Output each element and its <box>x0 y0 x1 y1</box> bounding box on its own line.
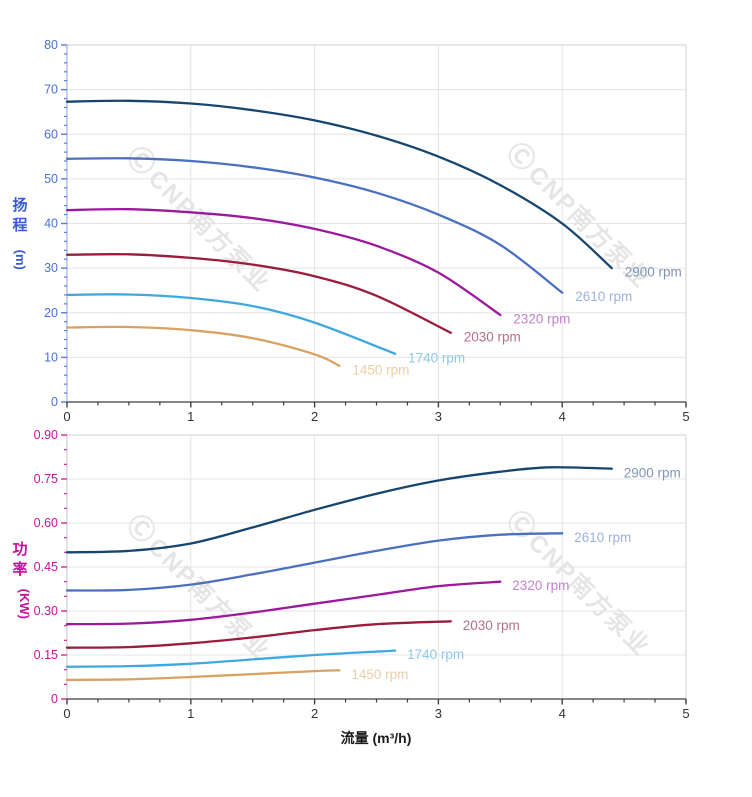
series-path-1740rpm <box>65 649 397 668</box>
x-tick-label: 2 <box>311 409 318 424</box>
series-path-2610rpm <box>65 157 564 294</box>
series-path-2030rpm <box>65 620 452 649</box>
series-path-2320rpm <box>65 580 502 626</box>
series-path-1450rpm <box>65 669 341 682</box>
series-label-2900rpm: 2900 rpm <box>625 265 682 280</box>
series-path-2320rpm <box>65 207 502 317</box>
flow-axis-title: 流量 (m³/h) <box>340 730 412 746</box>
x-tick-label: 4 <box>559 706 566 721</box>
series-label-2030rpm: 2030 rpm <box>464 329 521 344</box>
series-label-2320rpm: 2320 rpm <box>513 312 570 327</box>
x-tick-label: 3 <box>435 409 442 424</box>
y-tick-label: 10 <box>44 350 58 364</box>
y-tick-label: 0.30 <box>34 604 58 618</box>
y-tick-label: 0.90 <box>34 428 58 442</box>
y-tick-label: 50 <box>44 172 58 186</box>
series-label-1450rpm: 1450 rpm <box>352 362 409 377</box>
series-path-1740rpm <box>65 293 397 355</box>
y-tick-label: 0.45 <box>34 560 58 574</box>
series-label-2610rpm: 2610 rpm <box>575 289 632 304</box>
series-path-1450rpm <box>65 325 341 368</box>
x-tick-label: 5 <box>682 706 689 721</box>
chart-pump-power-curve: 0 0.15 0.30 0.45 0.60 0.75 0.90 0 1 2 3 4 5 2900 rpm 2… <box>34 428 690 721</box>
y-tick-label: 40 <box>44 217 58 231</box>
series-path-2900rpm <box>65 99 613 270</box>
series-label-2320rpm: 2320 rpm <box>512 578 569 593</box>
x-tick-label: 3 <box>435 706 442 721</box>
power-axis-title-text: 功率 <box>12 541 28 579</box>
power-axis-title: 功率 (KW) <box>9 540 32 618</box>
y-tick-label: 0 <box>51 692 58 706</box>
y-tick-label: 0.75 <box>34 472 58 486</box>
x-tick-label: 0 <box>63 409 70 424</box>
y-tick-label: 0.15 <box>34 648 58 662</box>
head-axis-title: 扬程 (m) <box>9 196 31 270</box>
y-tick-label: 0.60 <box>34 516 58 530</box>
series-path-2610rpm <box>65 532 564 592</box>
x-tick-label: 5 <box>682 409 689 424</box>
x-tick-label: 4 <box>559 409 566 424</box>
y-tick-label: 30 <box>44 261 58 275</box>
power-axis-unit: (KW) <box>16 588 32 619</box>
head-axis-title-text: 扬程 <box>12 197 28 235</box>
series-label-2610rpm: 2610 rpm <box>574 530 631 545</box>
y-tick-label: 70 <box>44 83 58 97</box>
x-tick-label: 2 <box>311 706 318 721</box>
series-label-2030rpm: 2030 rpm <box>463 618 520 633</box>
series-label-1740rpm: 1740 rpm <box>407 647 464 662</box>
series-label-2900rpm: 2900 rpm <box>624 465 681 480</box>
series-label-1740rpm: 1740 rpm <box>408 350 465 365</box>
chart-pump-head-curve: 0 10 20 30 40 50 60 70 80 0 1 2 3 4 5 2900 rpm 2610 rpm 2… <box>44 38 690 424</box>
series-path-2030rpm <box>65 253 452 334</box>
series-path-2900rpm <box>65 466 613 554</box>
y-tick-label: 80 <box>44 38 58 52</box>
x-tick-label: 1 <box>187 706 194 721</box>
y-tick-label: 60 <box>44 127 58 141</box>
y-tick-label: 0 <box>51 395 58 409</box>
x-tick-label: 1 <box>187 409 194 424</box>
head-axis-unit: (m) <box>12 249 28 270</box>
x-tick-label: 0 <box>63 706 70 721</box>
y-tick-label: 20 <box>44 306 58 320</box>
series-label-1450rpm: 1450 rpm <box>351 667 408 682</box>
